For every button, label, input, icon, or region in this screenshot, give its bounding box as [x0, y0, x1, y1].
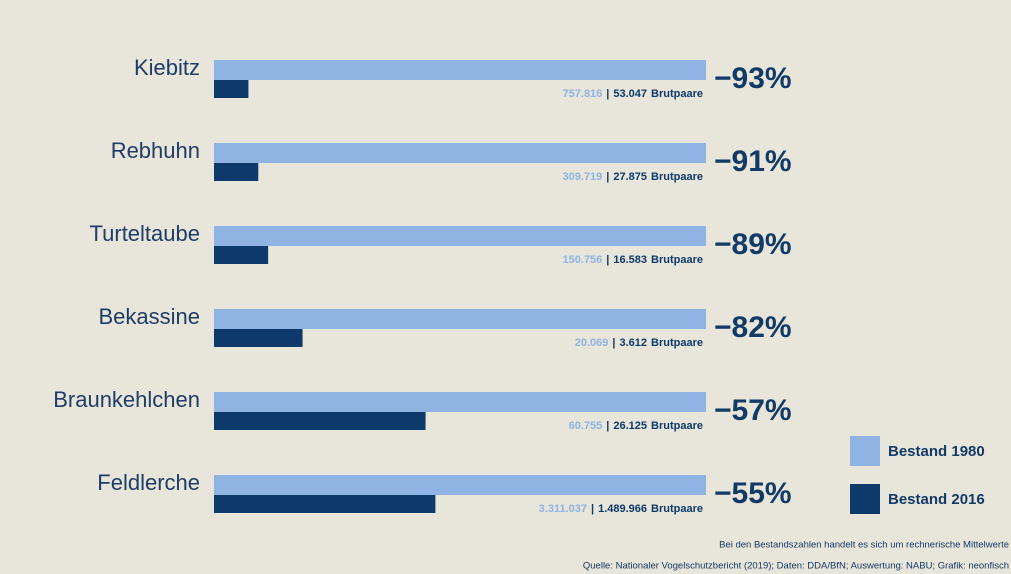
value-label: 150.756| 16.583 Brutpaare [563, 254, 703, 266]
unit: Brutpaare [651, 88, 703, 100]
bar-2016 [214, 495, 435, 513]
value-2016: 3.612 [620, 337, 648, 349]
bar-1980 [214, 143, 706, 163]
legend-label: Bestand 2016 [888, 491, 985, 508]
bar-1980 [214, 60, 706, 80]
change-label: −89% [714, 228, 792, 261]
legend-swatch [850, 484, 880, 514]
bar-2016 [214, 412, 426, 430]
value-2016: 16.583 [613, 254, 647, 266]
unit: Brutpaare [651, 503, 703, 515]
chart: Bei den Bestandszahlen handelt es sich u… [0, 0, 1011, 574]
separator: | [606, 420, 609, 432]
value-label: 309.719| 27.875 Brutpaare [563, 171, 703, 183]
category-label: Feldlerche [97, 470, 200, 495]
source: Quelle: Nationaler Vogelschutzbericht (2… [583, 561, 1009, 572]
bar-1980 [214, 392, 706, 412]
bar-2016 [214, 246, 268, 264]
separator: | [606, 171, 609, 183]
category-label: Turteltaube [90, 221, 200, 246]
change-label: −93% [714, 62, 792, 95]
bar-1980 [214, 226, 706, 246]
bar-1980 [214, 309, 706, 329]
value-2016: 27.875 [613, 171, 647, 183]
bar-1980 [214, 475, 706, 495]
value-label: 60.755| 26.125 Brutpaare [569, 420, 703, 432]
bar-2016 [214, 80, 248, 98]
legend-label: Bestand 1980 [888, 443, 985, 460]
bar-2016 [214, 163, 258, 181]
category-label: Rebhuhn [111, 138, 200, 163]
value-1980: 150.756 [563, 254, 603, 266]
value-2016: 1.489.966 [598, 503, 647, 515]
unit: Brutpaare [651, 171, 703, 183]
change-label: −57% [714, 394, 792, 427]
unit: Brutpaare [651, 254, 703, 266]
separator: | [606, 254, 609, 266]
value-2016: 26.125 [613, 420, 647, 432]
unit: Brutpaare [651, 420, 703, 432]
change-label: −55% [714, 477, 792, 510]
value-2016: 53.047 [613, 88, 647, 100]
legend-swatch [850, 436, 880, 466]
change-label: −91% [714, 145, 792, 178]
category-label: Kiebitz [134, 55, 200, 80]
value-label: 3.311.037 | 1.489.966 Brutpaare [539, 503, 703, 515]
separator: | [612, 337, 615, 349]
value-1980: 20.069 [575, 337, 609, 349]
category-label: Braunkehlchen [53, 387, 200, 412]
unit: Brutpaare [651, 337, 703, 349]
footnote: Bei den Bestandszahlen handelt es sich u… [719, 540, 1009, 551]
change-label: −82% [714, 311, 792, 344]
value-label: 757.816| 53.047 Brutpaare [563, 88, 703, 100]
separator: | [606, 88, 609, 100]
category-label: Bekassine [98, 304, 200, 329]
value-1980: 309.719 [563, 171, 603, 183]
separator: | [591, 503, 594, 515]
value-1980: 757.816 [563, 88, 603, 100]
bar-2016 [214, 329, 303, 347]
value-1980: 3.311.037 [539, 503, 587, 515]
value-1980: 60.755 [569, 420, 603, 432]
